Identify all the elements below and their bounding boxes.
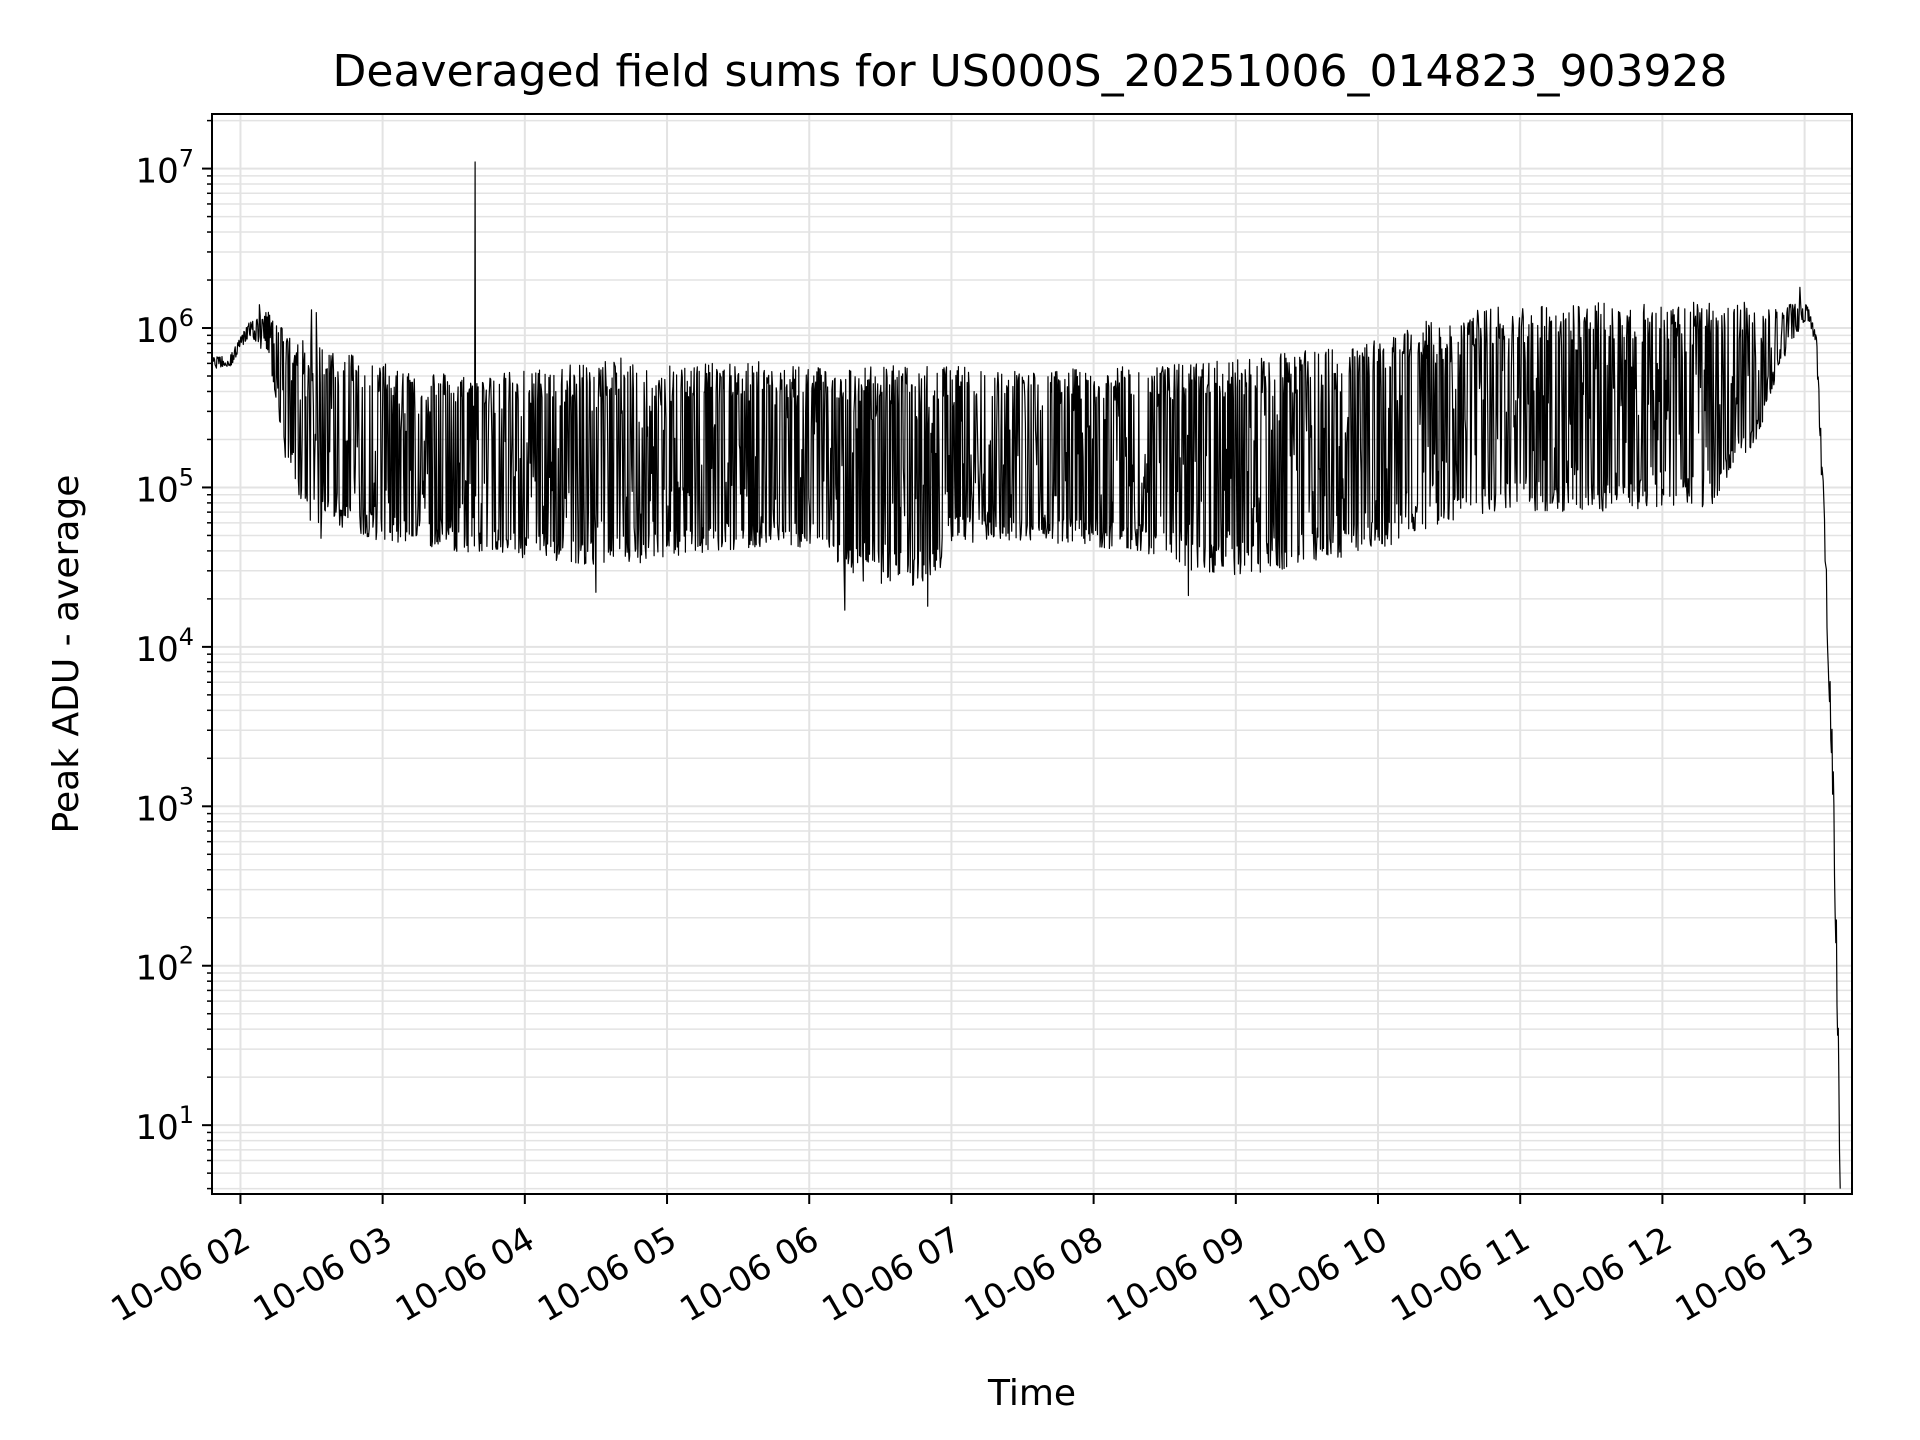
y-tick-label: 102 [135,942,194,989]
x-axis-label: Time [987,1373,1076,1414]
y-tick-label: 101 [135,1101,194,1148]
y-tick-label: 106 [135,304,194,351]
y-tick-label: 103 [135,782,194,829]
chart-title: Deaveraged field sums for US000S_2025100… [333,46,1728,97]
grid [212,114,1852,1194]
y-tick-label: 107 [135,145,194,192]
plot-area [212,161,1841,1189]
y-tick-label: 104 [135,623,194,670]
data-series-line [212,161,1841,1189]
y-tick-label: 105 [135,463,194,510]
y-axis: 101 102 103 104 105 106 107 [135,119,212,1190]
y-axis-label: Peak ADU - average [46,475,87,834]
